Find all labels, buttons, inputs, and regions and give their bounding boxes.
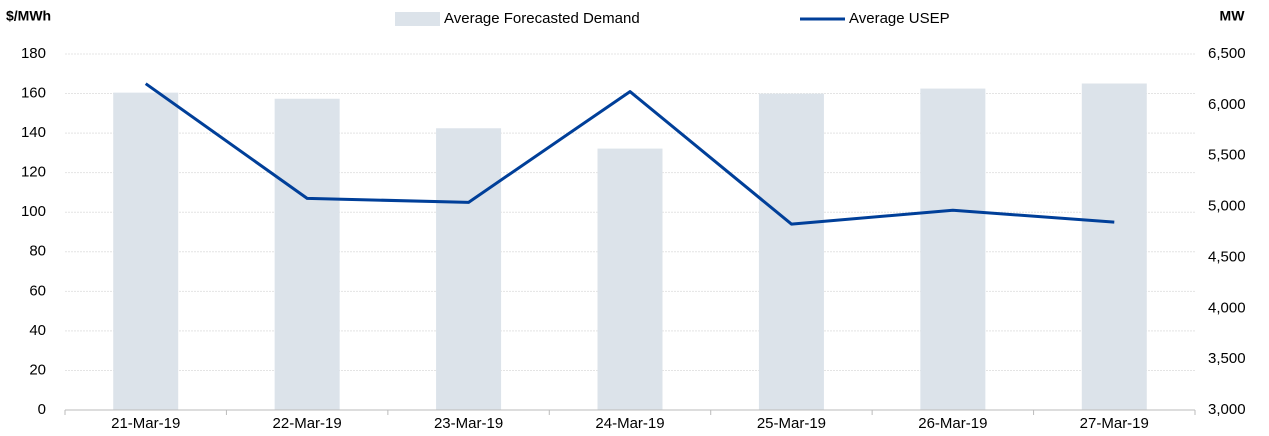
y-tick-label: 180 <box>21 45 46 62</box>
bar <box>1081 83 1147 411</box>
x-tick-label: 27-Mar-19 <box>1080 415 1149 432</box>
y2-tick-label: 4,000 <box>1208 299 1246 316</box>
y-tick-label: 120 <box>21 164 46 181</box>
y2-tick-label: 5,500 <box>1208 147 1246 164</box>
x-tick-label: 24-Mar-19 <box>595 415 664 432</box>
y-tick-label: 60 <box>29 282 46 299</box>
bar <box>436 128 502 410</box>
y2-tick-label: 6,000 <box>1208 96 1246 113</box>
bar <box>920 88 986 410</box>
bar <box>597 148 663 410</box>
legend-label: Average USEP <box>849 10 950 27</box>
y-tick-label: 80 <box>29 243 46 260</box>
y2-tick-label: 4,500 <box>1208 248 1246 265</box>
y-tick-label: 100 <box>21 203 46 220</box>
y-tick-label: 140 <box>21 124 46 141</box>
y-tick-label: 0 <box>38 401 46 418</box>
y2-tick-label: 5,000 <box>1208 198 1246 215</box>
bar <box>274 98 340 411</box>
x-tick-label: 21-Mar-19 <box>111 415 180 432</box>
y2-axis-title: MW <box>1220 8 1246 24</box>
y2-tick-label: 6,500 <box>1208 45 1246 62</box>
y-axis-title: $/MWh <box>6 8 51 24</box>
x-tick-label: 22-Mar-19 <box>273 415 342 432</box>
y-tick-label: 160 <box>21 85 46 102</box>
legend-label: Average Forecasted Demand <box>444 10 640 27</box>
x-tick-label: 23-Mar-19 <box>434 415 503 432</box>
y2-tick-label: 3,500 <box>1208 350 1246 367</box>
bar <box>113 92 179 410</box>
y-tick-label: 40 <box>29 322 46 339</box>
x-tick-label: 25-Mar-19 <box>757 415 826 432</box>
y-tick-label: 20 <box>29 361 46 378</box>
x-tick-label: 26-Mar-19 <box>918 415 987 432</box>
legend-swatch <box>395 12 440 26</box>
y2-tick-label: 3,000 <box>1208 401 1246 418</box>
bar <box>758 93 824 410</box>
line <box>144 82 1115 226</box>
